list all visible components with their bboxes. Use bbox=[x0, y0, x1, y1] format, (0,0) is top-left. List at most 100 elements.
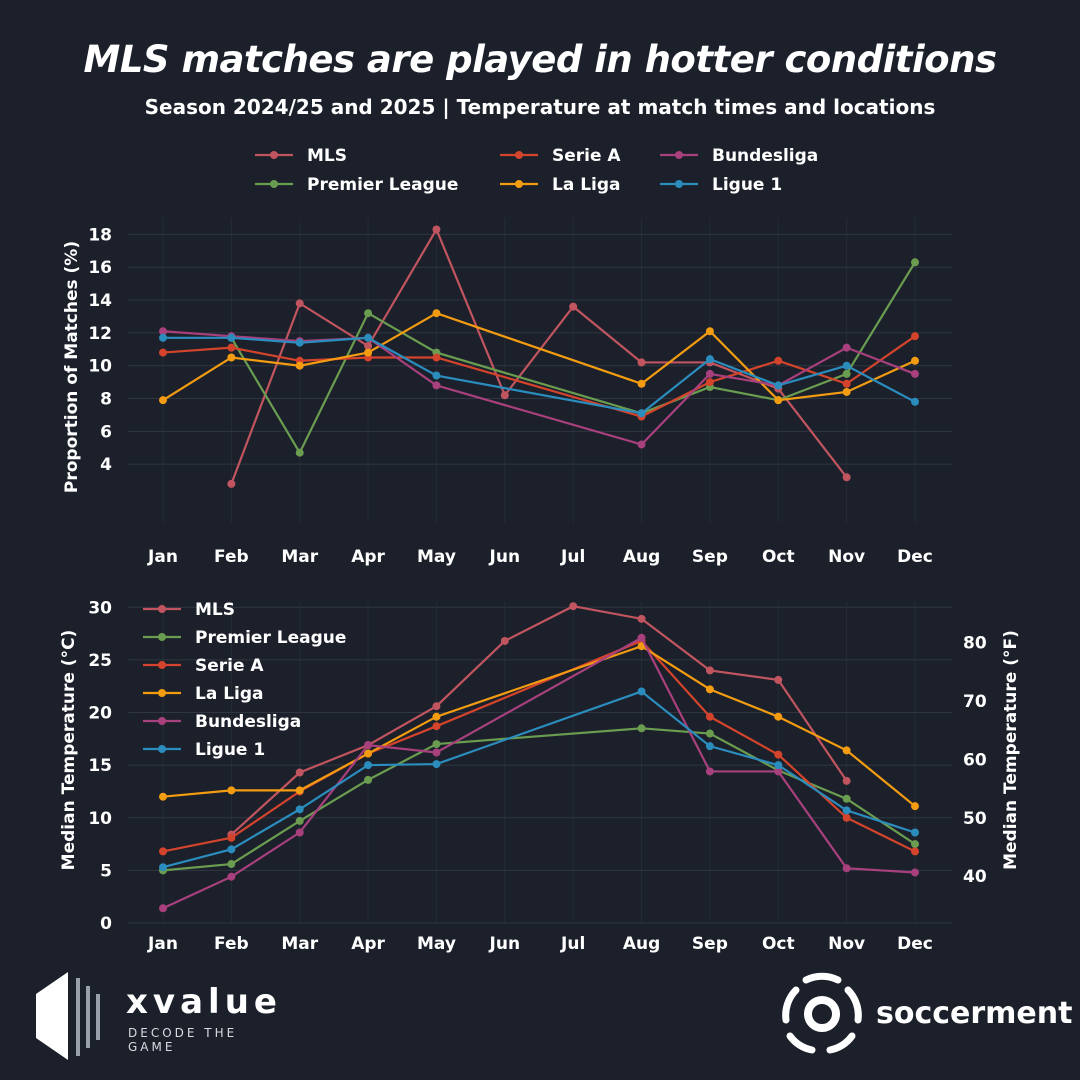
soccerment-logo: soccerment bbox=[780, 972, 1072, 1062]
bottom-legend-label-serie-a: Serie A bbox=[195, 656, 264, 676]
bottom-point-premier-league bbox=[637, 724, 646, 733]
chart-title: MLS matches are played in hotter conditi… bbox=[83, 38, 997, 81]
bottom-point-mls bbox=[774, 675, 783, 684]
bottom-point-la-liga bbox=[842, 746, 851, 755]
bottom-point-bundesliga bbox=[227, 872, 236, 881]
top-legend-marker-la-liga bbox=[515, 180, 523, 188]
top-point-mls bbox=[637, 358, 646, 367]
bottom-legend-label-mls: MLS bbox=[195, 600, 235, 620]
bottom-x-tick-label: Jul bbox=[560, 934, 585, 954]
bottom-point-ligue-1 bbox=[159, 863, 167, 872]
top-x-tick-label: Jan bbox=[147, 547, 178, 567]
bottom-point-la-liga bbox=[432, 712, 441, 721]
bottom-point-mls bbox=[842, 776, 851, 785]
xvalue-wordmark: xvalue bbox=[126, 982, 282, 1022]
bottom-point-serie-a bbox=[432, 722, 441, 731]
bottom-x-tick-label: Aug bbox=[623, 934, 660, 954]
bottom-series-line-mls bbox=[230, 605, 848, 836]
bottom-legend-marker-serie-a bbox=[158, 661, 166, 669]
top-point-premier-league bbox=[295, 448, 304, 457]
bottom-y-axis-title: Median Temperature (°C) bbox=[59, 630, 79, 871]
top-point-serie-a bbox=[842, 379, 851, 388]
bottom-y-tick-label: 5 bbox=[100, 861, 112, 881]
bottom-point-serie-a bbox=[705, 712, 714, 721]
top-legend-label-mls: MLS bbox=[307, 146, 347, 166]
top-legend-label-la-liga: La Liga bbox=[552, 175, 621, 195]
bottom-y-tick-label: 30 bbox=[88, 598, 112, 618]
top-y-tick-label: 16 bbox=[88, 258, 112, 278]
top-legend-label-premier-league: Premier League bbox=[307, 175, 458, 195]
top-legend-label-serie-a: Serie A bbox=[552, 146, 621, 166]
top-point-bundesliga bbox=[911, 369, 919, 378]
top-legend-marker-premier-league bbox=[270, 180, 278, 188]
bottom-point-mls bbox=[705, 666, 714, 675]
top-point-serie-a bbox=[705, 378, 714, 387]
bottom-right-y-tick-label: 60 bbox=[963, 750, 987, 770]
top-point-mls bbox=[842, 473, 851, 482]
top-point-ligue-1 bbox=[637, 409, 646, 418]
bottom-x-tick-label: Mar bbox=[281, 934, 318, 954]
top-point-premier-league bbox=[842, 369, 851, 378]
bottom-point-serie-a bbox=[911, 847, 919, 856]
top-y-tick-label: 8 bbox=[100, 390, 112, 410]
bottom-point-ligue-1 bbox=[227, 845, 236, 854]
top-point-bundesliga bbox=[637, 440, 646, 449]
top-point-ligue-1 bbox=[295, 338, 304, 347]
top-series-line-bundesliga bbox=[162, 330, 916, 446]
top-series-line-ligue-1 bbox=[163, 336, 916, 415]
bottom-point-ligue-1 bbox=[774, 761, 783, 770]
top-point-ligue-1 bbox=[774, 381, 783, 390]
top-point-ligue-1 bbox=[911, 397, 919, 406]
top-point-mls bbox=[364, 342, 373, 351]
bottom-x-tick-label: Apr bbox=[351, 934, 385, 954]
top-point-la-liga bbox=[432, 309, 441, 318]
bottom-point-premier-league bbox=[842, 794, 851, 803]
bottom-point-serie-a bbox=[227, 833, 236, 842]
bottom-point-ligue-1 bbox=[842, 806, 851, 815]
top-x-tick-label: Nov bbox=[828, 547, 865, 567]
bottom-point-bundesliga bbox=[295, 828, 304, 837]
top-y-tick-label: 14 bbox=[88, 291, 112, 311]
top-point-mls bbox=[569, 302, 578, 311]
bottom-point-la-liga bbox=[911, 802, 919, 811]
bottom-point-premier-league bbox=[705, 729, 714, 738]
top-series-line-la-liga bbox=[162, 311, 916, 402]
bottom-point-la-liga bbox=[227, 786, 236, 795]
bottom-legend-marker-premier-league bbox=[158, 633, 166, 641]
top-x-tick-label: Oct bbox=[762, 547, 795, 567]
top-x-tick-label: Sep bbox=[692, 547, 728, 567]
bottom-point-bundesliga bbox=[842, 864, 851, 873]
top-point-serie-a bbox=[227, 343, 236, 352]
top-x-tick-label: Jul bbox=[560, 547, 585, 567]
bottom-point-ligue-1 bbox=[432, 760, 441, 769]
bottom-legend-label-premier-league: Premier League bbox=[195, 628, 346, 648]
top-x-tick-label: Jun bbox=[489, 547, 521, 567]
top-y-tick-label: 6 bbox=[100, 422, 112, 442]
top-x-tick-label: Apr bbox=[351, 547, 385, 567]
xvalue-emblem-icon bbox=[36, 972, 100, 1060]
bottom-series-line-bundesliga bbox=[162, 636, 916, 910]
bottom-point-mls bbox=[295, 768, 304, 777]
bottom-point-la-liga bbox=[295, 786, 304, 795]
bottom-y-tick-label: 15 bbox=[88, 756, 112, 776]
bottom-x-tick-label: Oct bbox=[762, 934, 795, 954]
bottom-point-serie-a bbox=[842, 813, 851, 822]
top-point-bundesliga bbox=[432, 381, 441, 390]
top-legend-marker-mls bbox=[270, 151, 278, 159]
bottom-x-tick-label: Jun bbox=[489, 934, 521, 954]
bottom-right-y-tick-label: 40 bbox=[963, 867, 987, 887]
bottom-legend-marker-la-liga bbox=[158, 689, 166, 697]
bottom-right-y-tick-label: 80 bbox=[963, 633, 987, 653]
top-point-ligue-1 bbox=[842, 361, 851, 370]
top-point-ligue-1 bbox=[227, 333, 236, 342]
bottom-right-y-tick-label: 70 bbox=[963, 692, 987, 712]
bottom-point-ligue-1 bbox=[705, 742, 714, 751]
top-point-ligue-1 bbox=[432, 371, 441, 380]
bottom-point-bundesliga bbox=[911, 868, 919, 877]
bottom-point-la-liga bbox=[364, 749, 373, 758]
bottom-point-serie-a bbox=[159, 847, 167, 856]
top-point-serie-a bbox=[432, 353, 441, 362]
top-point-la-liga bbox=[705, 327, 714, 336]
bottom-right-y-axis-title: Median Temperature (°F) bbox=[1001, 630, 1021, 870]
